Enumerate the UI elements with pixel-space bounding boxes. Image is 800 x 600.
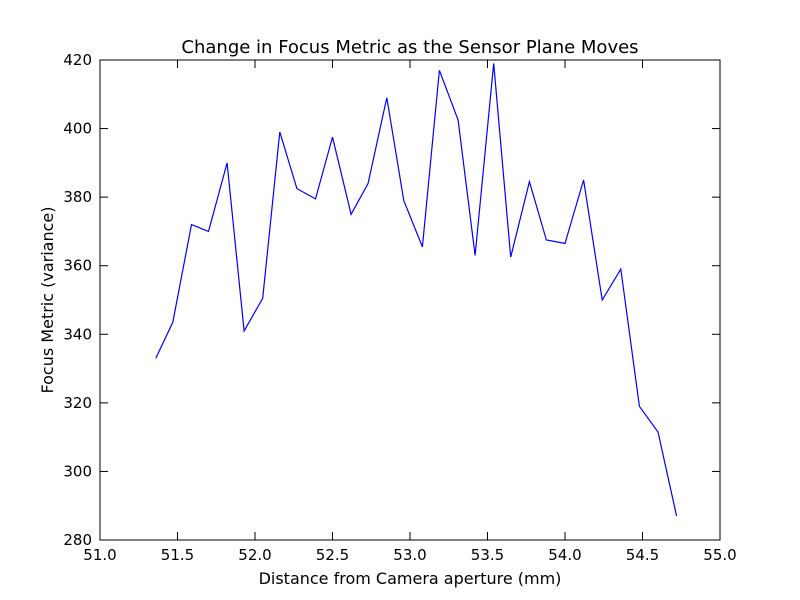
tick-labels: 51.0 51.5 52.0 52.5 53.0 53.5 54.0 54.5 55.0 280 3…: [63, 51, 736, 564]
y-tick-label: 300: [63, 462, 92, 480]
y-tick-label: 340: [63, 325, 92, 343]
x-tick-label: 53.5: [471, 546, 504, 564]
x-tick-label: 53.0: [393, 546, 426, 564]
series-line: [155, 63, 678, 517]
x-tick-label: 52.5: [316, 546, 349, 564]
plot-frame: [99, 59, 721, 541]
x-tick-label: 52.0: [238, 546, 271, 564]
x-tick-label: 51.5: [161, 546, 194, 564]
plot-background: [100, 60, 720, 540]
x-tick-label: 51.0: [83, 546, 116, 564]
x-axis-label: Distance from Camera aperture (mm): [259, 569, 562, 588]
y-tick-label: 380: [63, 188, 92, 206]
x-tick-label: 54.0: [548, 546, 581, 564]
y-tick-label: 420: [63, 51, 92, 69]
y-tick-label: 280: [63, 531, 92, 549]
x-tick-label: 54.5: [626, 546, 659, 564]
y-axis-label: Focus Metric (variance): [38, 207, 57, 394]
chart-title: Change in Focus Metric as the Sensor Pla…: [181, 37, 638, 58]
y-tick-label: 320: [63, 394, 92, 412]
y-tick-label: 360: [63, 257, 92, 275]
x-tick-label: 55.0: [703, 546, 736, 564]
y-tick-label: 400: [63, 120, 92, 138]
